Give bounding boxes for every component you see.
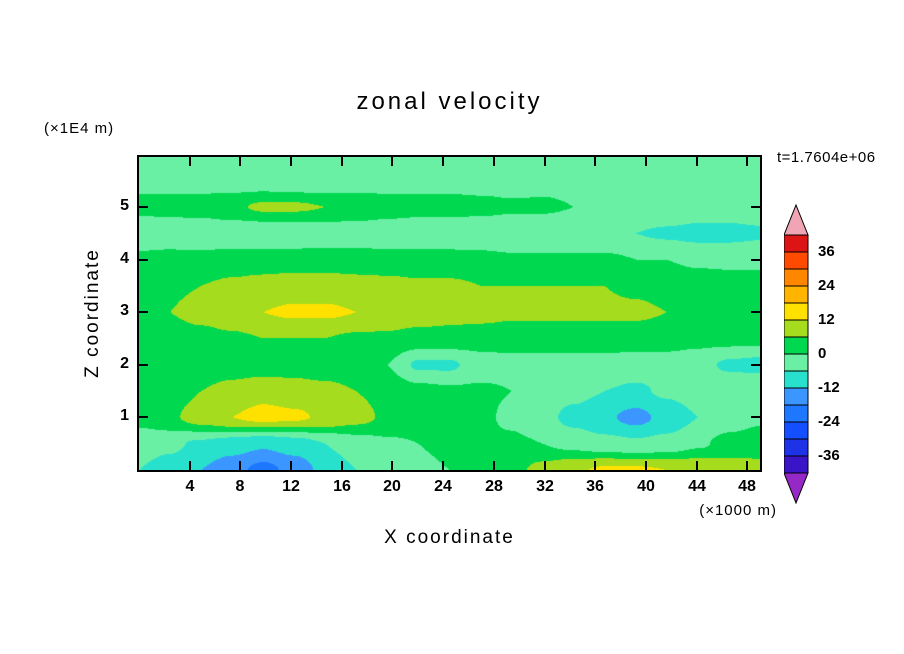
x-tick-label: 48	[738, 478, 756, 495]
plot-area	[137, 155, 762, 472]
time-annotation: t=1.7604e+06	[777, 149, 876, 166]
axis-tick	[746, 461, 748, 470]
axis-tick	[696, 461, 698, 470]
colorbar-band	[783, 438, 809, 457]
x-tick-label: 4	[185, 478, 195, 495]
axis-tick	[442, 461, 444, 470]
axis-tick	[391, 461, 393, 470]
axis-tick	[696, 157, 698, 166]
y-tick-label: 2	[120, 355, 129, 372]
colorbar-label: 36	[818, 243, 835, 260]
x-tick-label: 20	[383, 478, 401, 495]
x-tick-label: 16	[333, 478, 351, 495]
colorbar-label: 24	[818, 277, 835, 294]
contour-canvas	[139, 157, 760, 470]
y-axis-unit-label: (×1E4 m)	[44, 120, 115, 137]
axis-tick	[751, 259, 760, 261]
x-tick-label: 40	[637, 478, 655, 495]
y-tick-label: 5	[120, 197, 129, 214]
axis-tick	[751, 206, 760, 208]
axis-tick	[442, 157, 444, 166]
axis-tick	[594, 157, 596, 166]
axis-tick	[239, 461, 241, 470]
y-tick-label: 4	[120, 250, 129, 267]
axis-tick	[341, 157, 343, 166]
chart-title: zonal velocity	[356, 88, 543, 115]
x-tick-label: 32	[536, 478, 554, 495]
x-tick-label: 28	[485, 478, 503, 495]
y-tick-label: 3	[120, 302, 129, 319]
axis-tick	[645, 157, 647, 166]
colorbar-band	[783, 285, 809, 304]
colorbar-band	[783, 251, 809, 270]
plot-area-inner	[139, 157, 760, 470]
axis-tick	[751, 416, 760, 418]
axis-tick	[751, 364, 760, 366]
x-tick-label: 12	[282, 478, 300, 495]
x-axis-unit-label: (×1000 m)	[699, 502, 777, 519]
colorbar-arrow-bottom	[783, 472, 809, 505]
x-tick-label: 44	[688, 478, 706, 495]
axis-tick	[493, 461, 495, 470]
colorbar-label: 12	[818, 311, 835, 328]
axis-tick	[139, 364, 148, 366]
colorbar-band	[783, 387, 809, 406]
colorbar-band	[783, 455, 809, 474]
colorbar-band	[783, 336, 809, 355]
axis-tick	[290, 157, 292, 166]
axis-tick	[594, 461, 596, 470]
axis-tick	[189, 461, 191, 470]
colorbar: 36 24 12 0 -12 -24 -36	[783, 203, 894, 505]
colorbar-arrow-top	[783, 203, 809, 236]
colorbar-label: -12	[818, 379, 840, 396]
x-tick-label: 8	[235, 478, 245, 495]
x-tick-label: 36	[586, 478, 604, 495]
axis-tick	[189, 157, 191, 166]
axis-tick	[751, 311, 760, 313]
axis-tick	[544, 461, 546, 470]
colorbar-label: -36	[818, 447, 840, 464]
colorbar-band	[783, 234, 809, 253]
axis-tick	[341, 461, 343, 470]
axis-tick	[544, 157, 546, 166]
axis-tick	[645, 461, 647, 470]
colorbar-band	[783, 302, 809, 321]
x-axis-title: X coordinate	[384, 527, 515, 548]
axis-tick	[239, 157, 241, 166]
y-tick-label: 1	[120, 407, 129, 424]
axis-tick	[391, 157, 393, 166]
x-tick-label: 24	[434, 478, 452, 495]
colorbar-band	[783, 370, 809, 389]
axis-tick	[139, 206, 148, 208]
colorbar-band	[783, 319, 809, 338]
axis-tick	[746, 157, 748, 166]
axis-tick	[139, 259, 148, 261]
axis-tick	[290, 461, 292, 470]
colorbar-label: 0	[818, 345, 827, 362]
axis-tick	[139, 311, 148, 313]
colorbar-band	[783, 353, 809, 372]
colorbar-band	[783, 268, 809, 287]
colorbar-band	[783, 421, 809, 440]
colorbar-label: -24	[818, 413, 840, 430]
axis-tick	[493, 157, 495, 166]
axis-tick	[139, 416, 148, 418]
colorbar-band	[783, 404, 809, 423]
